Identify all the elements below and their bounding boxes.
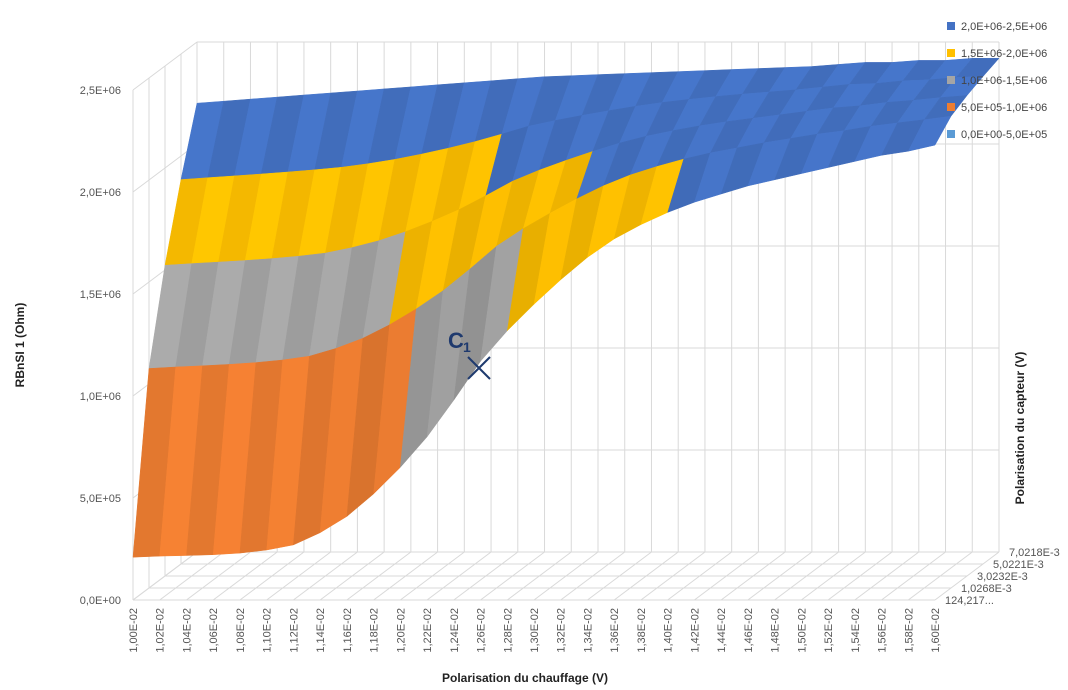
x-tick-label: 1,12E-02	[288, 608, 300, 653]
x-tick-label: 1,54E-02	[850, 608, 862, 653]
annotation-label: C	[448, 328, 464, 353]
x-tick-label: 1,04E-02	[181, 608, 193, 653]
depth-tick-label: 5,0221E-3	[993, 559, 1044, 571]
x-tick-label: 1,34E-02	[582, 608, 594, 653]
x-tick-label: 1,30E-02	[529, 608, 541, 653]
depth-tick-label: 7,0218E-3	[1009, 547, 1060, 559]
x-tick-label: 1,46E-02	[743, 608, 755, 653]
x-tick-label: 1,36E-02	[609, 608, 621, 653]
annotation-subscript: 1	[463, 339, 471, 355]
y-tick-label: 1,0E+06	[80, 391, 121, 403]
y-tick-label: 1,5E+06	[80, 289, 121, 301]
y-axis-ticks: 0,0E+00 5,0E+05 1,0E+06 1,5E+06 2,0E+06 2,5E+…	[80, 85, 121, 607]
x-tick-label: 1,52E-02	[823, 608, 835, 653]
x-tick-label: 1,38E-02	[636, 608, 648, 653]
x-tick-label: 1,48E-02	[770, 608, 782, 653]
x-tick-label: 1,22E-02	[422, 608, 434, 653]
depth-tick-label: 3,0232E-3	[977, 571, 1028, 583]
legend-label: 2,0E+06-2,5E+06	[961, 21, 1047, 33]
x-tick-label: 1,10E-02	[262, 608, 274, 653]
x-tick-label: 1,20E-02	[395, 608, 407, 653]
x-tick-label: 1,06E-02	[208, 608, 220, 653]
cross-marker-b	[467, 356, 491, 380]
y-tick-label: 2,0E+06	[80, 187, 121, 199]
y-tick-label: 0,0E+00	[80, 595, 121, 607]
legend-swatch	[947, 130, 955, 138]
depth-tick-label: 124,217...	[945, 595, 994, 607]
y-axis-title: RBnSI 1 (Ohm)	[13, 303, 27, 388]
surface-plot	[132, 58, 1000, 558]
x-tick-label: 1,14E-02	[315, 608, 327, 653]
legend-swatch	[947, 49, 955, 57]
x-tick-label: 1,44E-02	[716, 608, 728, 653]
x-tick-label: 1,28E-02	[502, 608, 514, 653]
legend: 2,0E+06-2,5E+06 1,5E+06-2,0E+06 1,0E+06-1,…	[947, 21, 1047, 141]
x-tick-label: 1,16E-02	[342, 608, 354, 653]
depth-axis-ticks: 124,217...1,0268E-33,0232E-35,0221E-37,0…	[945, 547, 1060, 607]
x-tick-label: 1,40E-02	[663, 608, 675, 653]
x-tick-label: 1,24E-02	[449, 608, 461, 653]
c1-annotation: C 1	[448, 328, 491, 380]
legend-label: 5,0E+05-1,0E+06	[961, 102, 1047, 114]
legend-label: 0,0E+00-5,0E+05	[961, 129, 1047, 141]
x-tick-label: 1,56E-02	[877, 608, 889, 653]
x-tick-label: 1,32E-02	[556, 608, 568, 653]
depth-tick-label: 1,0268E-3	[961, 583, 1012, 595]
legend-swatch	[947, 22, 955, 30]
legend-label: 1,0E+06-1,5E+06	[961, 75, 1047, 87]
x-axis-ticks: 1,00E-02 1,02E-02 1,04E-02 1,06E-02 1,08E-02…	[128, 608, 942, 653]
x-tick-label: 1,50E-02	[796, 608, 808, 653]
y-tick-label: 5,0E+05	[80, 493, 121, 505]
x-tick-label: 1,42E-02	[689, 608, 701, 653]
x-tick-label: 1,26E-02	[476, 608, 488, 653]
x-tick-label: 1,18E-02	[369, 608, 381, 653]
depth-axis-title: Polarisation du capteur (V)	[1013, 352, 1027, 505]
x-tick-label: 1,00E-02	[128, 608, 140, 653]
y-tick-label: 2,5E+06	[80, 85, 121, 97]
x-tick-label: 1,02E-02	[155, 608, 167, 653]
legend-swatch	[947, 76, 955, 84]
legend-label: 1,5E+06-2,0E+06	[961, 48, 1047, 60]
x-tick-label: 1,60E-02	[930, 608, 942, 653]
x-tick-label: 1,58E-02	[903, 608, 915, 653]
x-axis-title: Polarisation du chauffage (V)	[442, 671, 608, 685]
legend-swatch	[947, 103, 955, 111]
surface-patch	[907, 115, 952, 152]
x-tick-label: 1,08E-02	[235, 608, 247, 653]
